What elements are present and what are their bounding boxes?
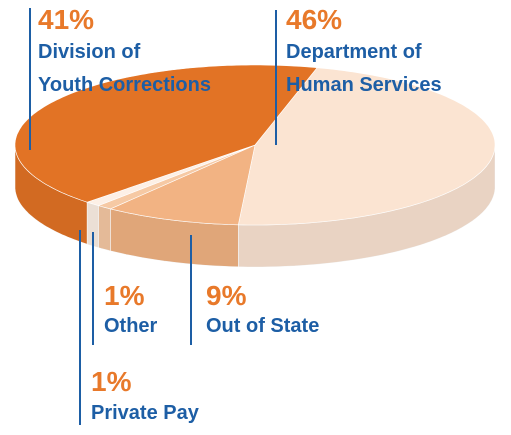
slice xyxy=(109,144,256,226)
value-label: 41% xyxy=(38,4,95,35)
pie-tops xyxy=(14,64,496,226)
category-label: Division of Youth Corrections xyxy=(38,41,211,96)
category-label: Private Pay xyxy=(91,402,199,424)
category-label: Other xyxy=(104,315,158,337)
value-label: 1% xyxy=(104,280,145,311)
category-label: Out of State xyxy=(206,315,320,337)
pie xyxy=(14,64,496,268)
value-label: 9% xyxy=(206,280,247,311)
slice xyxy=(237,67,496,226)
value-label: 46% xyxy=(286,4,343,35)
pie-walls xyxy=(14,145,496,268)
slice-side-shade xyxy=(87,202,99,248)
slice-side-shade xyxy=(98,205,111,251)
slice xyxy=(14,64,318,203)
slice-side-shade xyxy=(15,145,88,245)
category-label: Department of Human Services xyxy=(286,41,442,96)
value-label: 1% xyxy=(91,366,132,397)
slice-side-shade xyxy=(238,145,496,267)
